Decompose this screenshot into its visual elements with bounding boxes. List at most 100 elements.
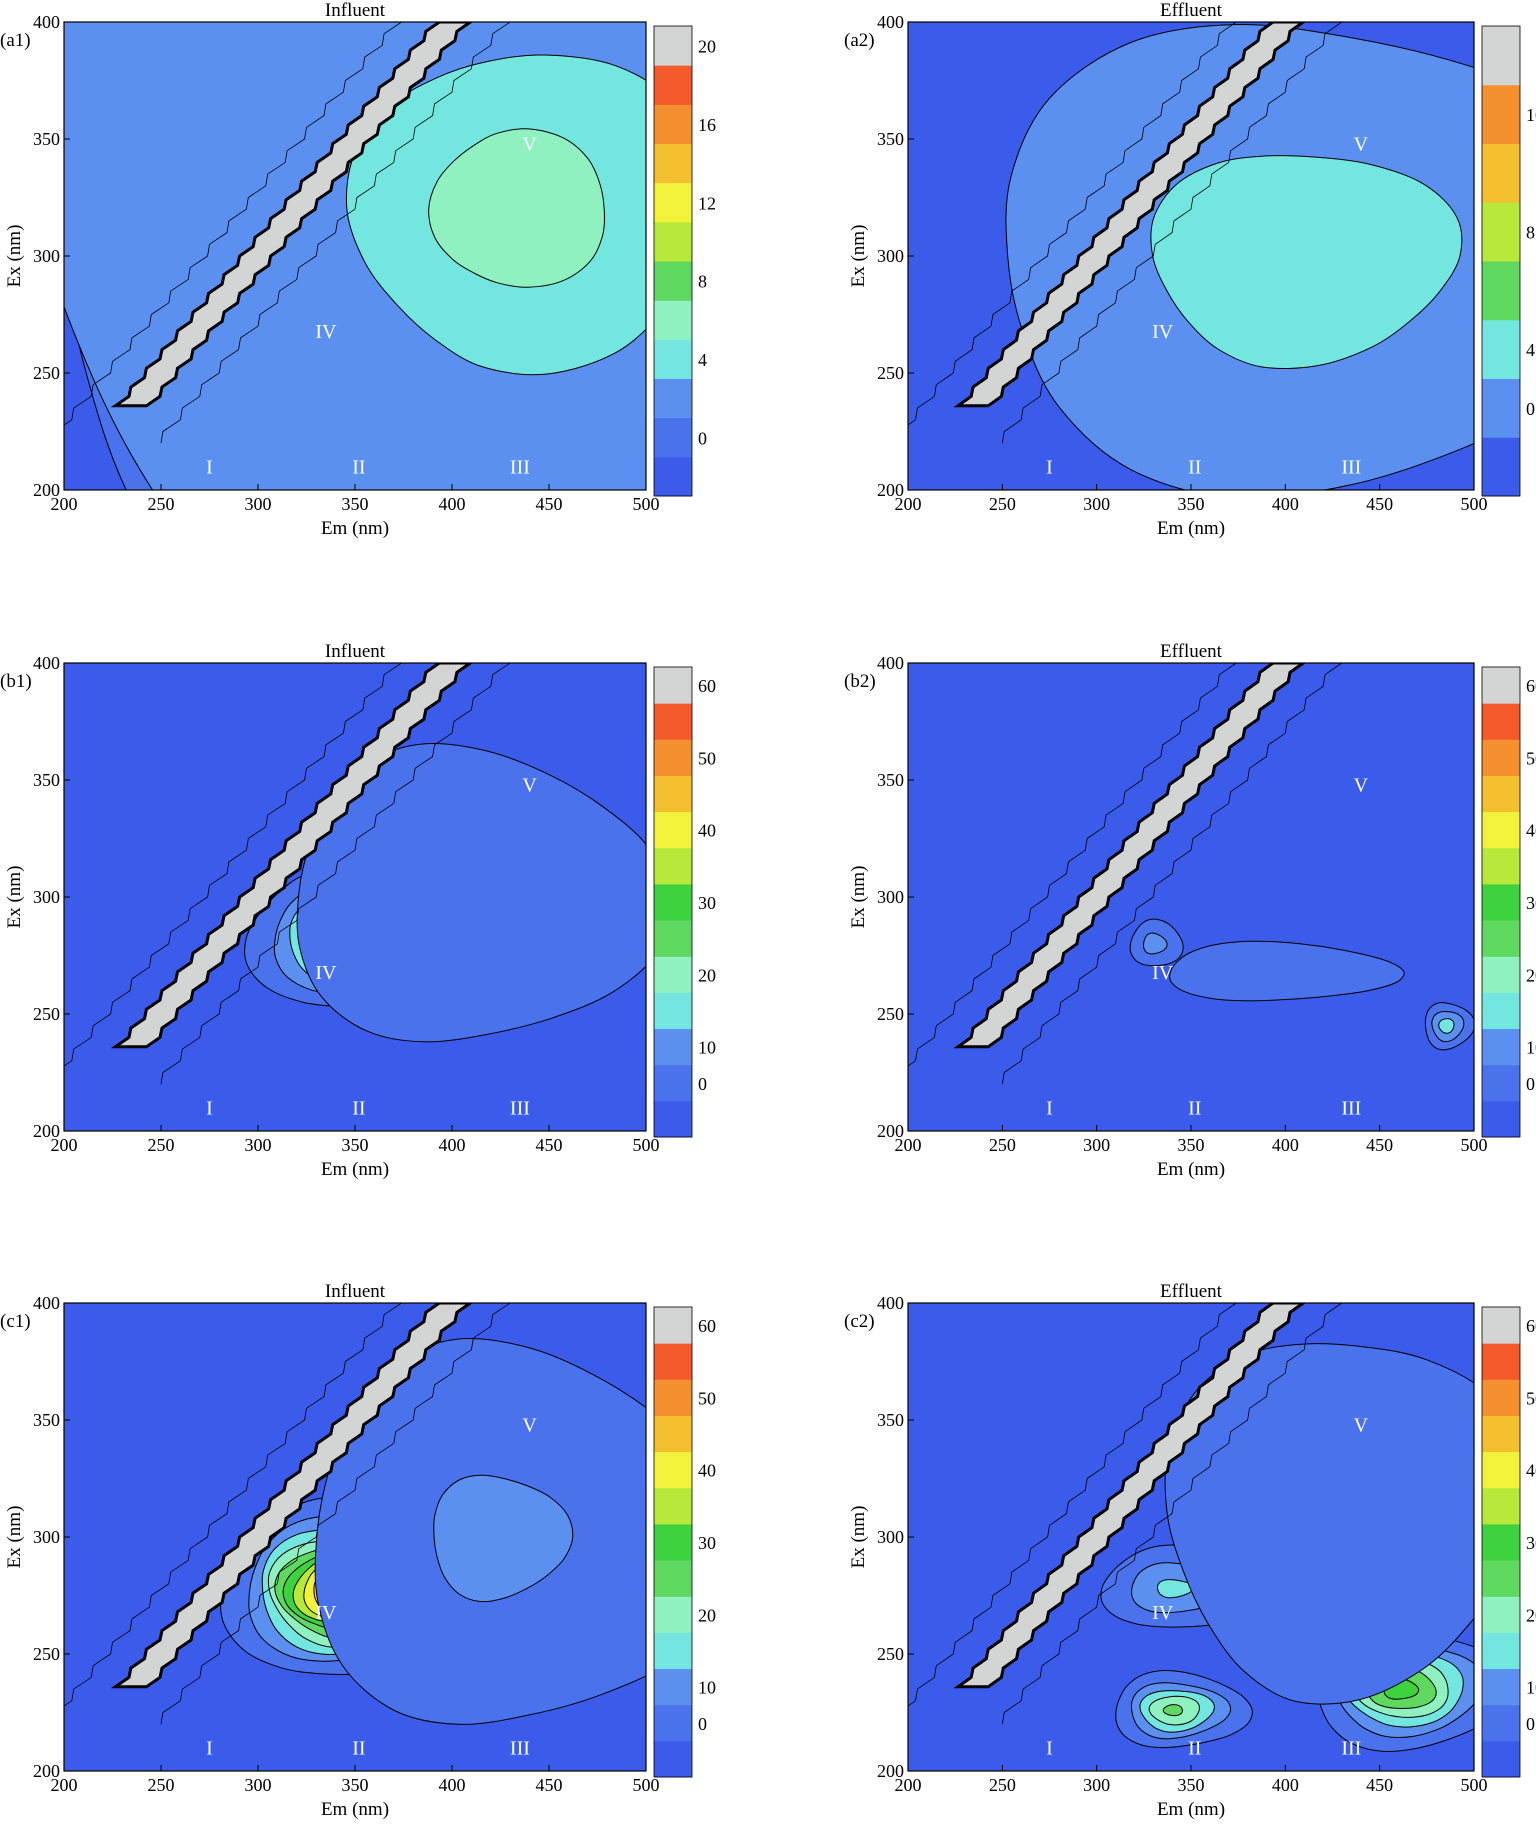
colorbar-frame bbox=[1481, 25, 1521, 497]
colorbar-tick-label: 4 bbox=[698, 350, 707, 370]
region-label: IV bbox=[315, 321, 337, 343]
fluorescence-peak bbox=[314, 1338, 646, 1725]
region-label: II bbox=[352, 457, 365, 479]
colorbar-band bbox=[654, 1028, 692, 1066]
y-tick-label: 400 bbox=[877, 1293, 904, 1313]
x-tick-label: 400 bbox=[439, 1135, 466, 1155]
y-tick-label: 250 bbox=[33, 1004, 60, 1024]
scatter-band-shape bbox=[110, 1303, 474, 1689]
colorbar-band bbox=[1482, 739, 1520, 776]
colorbar-band bbox=[1482, 992, 1520, 1030]
x-tick-label: 400 bbox=[439, 1775, 466, 1795]
colorbar-tick-label: 40 bbox=[698, 821, 716, 841]
colorbar-band bbox=[1482, 1487, 1520, 1525]
panel-title: Effluent bbox=[1160, 641, 1223, 662]
colorbar-tick-label: 60 bbox=[1526, 676, 1536, 696]
colorbar-band bbox=[654, 920, 692, 957]
colorbar-band bbox=[1482, 667, 1520, 704]
colorbar-band bbox=[1482, 1596, 1520, 1633]
x-tick-label: 350 bbox=[1178, 494, 1205, 514]
fluorescence-peak bbox=[1169, 940, 1405, 1002]
y-tick-label: 350 bbox=[877, 1410, 904, 1430]
scatter-contour-line bbox=[160, 1303, 511, 1725]
x-tick-label: 400 bbox=[439, 494, 466, 514]
region-label: II bbox=[1188, 1098, 1201, 1120]
x-axis-label: Em (nm) bbox=[1157, 1799, 1225, 1820]
x-tick-label: 300 bbox=[1083, 494, 1110, 514]
x-tick-label: 200 bbox=[51, 1775, 78, 1795]
region-label: III bbox=[1341, 1098, 1361, 1120]
region-label: III bbox=[510, 1098, 530, 1120]
x-tick-label: 500 bbox=[633, 1135, 660, 1155]
y-tick-label: 300 bbox=[877, 1527, 904, 1547]
colorbar-tick-label: 30 bbox=[1526, 1533, 1536, 1553]
rayleigh-scatter-band bbox=[908, 663, 1343, 1085]
region-label: IV bbox=[1152, 962, 1174, 984]
region-label: II bbox=[1188, 457, 1201, 479]
scatter-band-shape bbox=[110, 663, 474, 1049]
colorbar-band bbox=[654, 143, 692, 184]
colorbar-band bbox=[654, 1632, 692, 1670]
x-tick-label: 300 bbox=[245, 1775, 272, 1795]
scatter-contour-line bbox=[1001, 663, 1343, 1085]
scatter-contour-line bbox=[1001, 22, 1343, 444]
x-tick-label: 250 bbox=[148, 494, 175, 514]
contour-level bbox=[1143, 932, 1168, 955]
colorbar-tick-label: 20 bbox=[698, 1605, 716, 1625]
scatter-contour-line bbox=[160, 663, 511, 1085]
colorbar-band bbox=[654, 1560, 692, 1597]
panel-title: Influent bbox=[325, 1281, 386, 1302]
y-tick-label: 200 bbox=[33, 480, 60, 500]
colorbar-band bbox=[1482, 1307, 1520, 1344]
colorbar-band bbox=[1482, 920, 1520, 957]
x-tick-label: 500 bbox=[1461, 494, 1488, 514]
rayleigh-scatter-band bbox=[908, 22, 1343, 444]
y-tick-label: 400 bbox=[877, 12, 904, 32]
colorbar-band bbox=[654, 1668, 692, 1706]
colorbar-band bbox=[654, 1100, 692, 1138]
colorbar-band bbox=[654, 1379, 692, 1416]
x-tick-label: 250 bbox=[148, 1775, 175, 1795]
region-label: I bbox=[1046, 1098, 1053, 1120]
colorbar-band bbox=[1482, 437, 1520, 497]
region-label: I bbox=[206, 1098, 213, 1120]
colorbar-frame bbox=[653, 1306, 693, 1778]
scatter-contour-line bbox=[908, 663, 1237, 1067]
colorbar-band bbox=[1482, 1451, 1520, 1489]
x-tick-label: 300 bbox=[245, 494, 272, 514]
colorbar-band bbox=[654, 221, 692, 262]
y-tick-label: 250 bbox=[877, 1644, 904, 1664]
contour-level bbox=[1169, 940, 1405, 1002]
colorbar-band bbox=[1482, 956, 1520, 993]
y-tick-label: 400 bbox=[33, 653, 60, 673]
colorbar-band bbox=[654, 300, 692, 340]
contour-level bbox=[1164, 1343, 1474, 1705]
x-tick-label: 250 bbox=[989, 1775, 1016, 1795]
colorbar-tick-label: 0 bbox=[1526, 399, 1535, 419]
y-tick-label: 200 bbox=[877, 1121, 904, 1141]
x-tick-label: 450 bbox=[536, 1135, 563, 1155]
region-label: IV bbox=[1152, 1602, 1174, 1624]
contour-area bbox=[64, 663, 646, 1131]
region-label: I bbox=[206, 457, 213, 479]
y-tick-label: 300 bbox=[33, 246, 60, 266]
contour-level bbox=[428, 128, 606, 288]
scatter-contour-line bbox=[1001, 1303, 1343, 1725]
colorbar-tick-label: 4 bbox=[1526, 340, 1535, 360]
colorbar-tick-label: 16 bbox=[698, 115, 716, 135]
y-axis-label: Ex (nm) bbox=[848, 866, 869, 929]
colorbar-tick-label: 20 bbox=[1526, 1605, 1536, 1625]
colorbar-band bbox=[654, 26, 692, 66]
colorbar-band bbox=[1482, 378, 1520, 438]
colorbar-tick-label: 10 bbox=[1526, 1678, 1536, 1698]
y-tick-label: 300 bbox=[33, 887, 60, 907]
colorbar-band bbox=[654, 992, 692, 1030]
colorbar: 0 10 20 30 40 50 60 bbox=[1481, 1306, 1536, 1778]
colorbar-band bbox=[1482, 1632, 1520, 1670]
colorbar-band bbox=[654, 1415, 692, 1453]
colorbar-band bbox=[654, 378, 692, 419]
